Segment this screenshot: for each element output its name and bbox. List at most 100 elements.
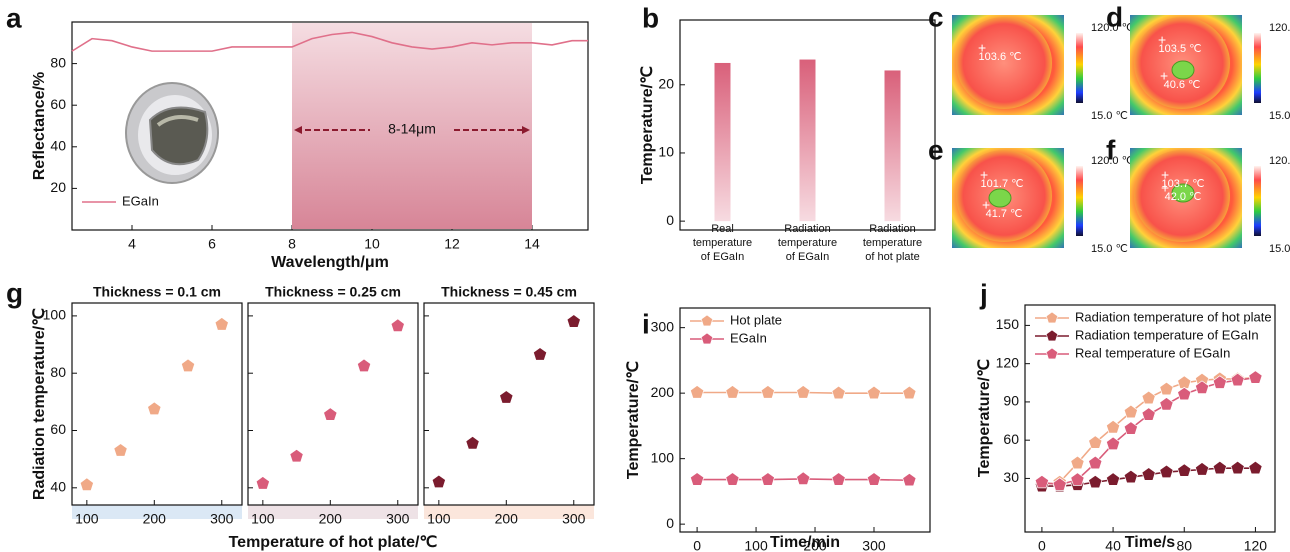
marker [1194,380,1210,394]
y-tick-label: 80 [50,54,66,70]
marker [1177,375,1192,389]
marker [431,474,446,489]
marker [1070,455,1085,470]
y-tick-label: 300 [651,318,675,334]
crosshair: + [980,167,988,183]
x-tick-label: 12 [444,236,460,252]
legend-label: Real temperature of EGaIn [1075,345,1230,360]
x-tick-label: 300 [210,511,234,527]
x-tick-label: 200 [495,511,519,527]
x-tick-label: 300 [862,538,886,552]
plot-frame [71,21,589,231]
arrow-head [294,126,302,134]
facet-title: Thickness = 0.45 cm [441,284,577,300]
y-tick-label: 100 [651,449,675,465]
x-tick-label-box: Real temperature of EGaIn [693,223,752,263]
arrow-head [522,126,530,134]
marker [1248,460,1263,475]
marker [1248,370,1263,384]
x-tick-label: 200 [803,538,827,552]
legend-marker [1045,311,1059,324]
y-tick-label: 100 [43,307,67,323]
marker [113,443,128,457]
x-tick-label: 100 [427,511,451,527]
marker [1159,397,1174,411]
panel-label: d [1106,1,1123,32]
marker [289,448,304,463]
reading: 42.0 ℃ [1165,191,1202,203]
marker [689,472,705,486]
x-tick-label: 14 [524,236,540,252]
colorbar-max: 120.0 ℃ [1269,22,1290,34]
colorbar [1254,33,1261,103]
colorbar [1254,166,1261,236]
band-label: 8-14μm [388,121,436,137]
plot-frame [247,302,419,506]
marker [1212,460,1227,475]
y-tick-label: 200 [651,384,675,400]
crosshair: + [1161,167,1169,183]
legend-marker [700,314,714,327]
marker [1141,467,1156,481]
colorbar-max: 120.0 ℃ [1091,155,1134,167]
panel-label: a [6,2,22,33]
y-axis-label: Temperature/℃ [639,66,656,184]
x-tick-label: 300 [562,511,586,527]
marker [1123,469,1138,484]
egain-spot [1171,60,1195,80]
marker [79,477,94,491]
marker [1230,372,1245,387]
inset-photo [125,82,219,184]
line [71,31,588,52]
x-tick-label: 80 [1176,538,1192,552]
y-tick-label: 0 [666,515,674,531]
facet-strip [248,505,418,519]
legend-label: EGaIn [730,330,767,345]
bar [714,62,731,222]
panel-label: b [642,2,659,33]
marker [760,472,775,486]
reading: 103.6 ℃ [979,51,1022,63]
marker [566,314,581,328]
y-axis-label: Temperature/℃ [625,361,642,479]
panel-label: i [642,308,650,339]
x-tick-label: 200 [143,511,167,527]
marker [902,472,917,487]
marker [255,476,270,490]
marker [1141,407,1156,421]
colorbar [1076,166,1083,236]
marker [866,472,882,486]
x-tick-label: 120 [1244,538,1268,552]
marker [1088,474,1103,489]
egain-spot [988,188,1012,208]
y-tick-label: 60 [50,421,66,437]
marker [532,347,548,361]
band [292,23,532,229]
panel-label: g [6,277,23,308]
y-tick-label: 30 [1003,469,1019,485]
y-axis-label: Temperature/℃ [976,359,993,477]
marker [796,385,811,399]
x-axis-label: Wavelength/μm [271,254,389,271]
x-tick-label: 0 [1038,538,1046,552]
x-tick-label: 8 [288,236,296,252]
x-tick-label: 0 [693,538,701,552]
plots: 20 40 60 80 4 6 8 10 12 14 8-14μm EGaIn a Reflectance… [6,1,1290,552]
x-tick-label: 200 [319,511,343,527]
marker [465,435,480,450]
y-tick-label: 120 [996,354,1020,370]
plot-frame [1024,304,1276,533]
legend-marker [700,332,714,345]
marker [796,471,811,485]
bar [884,70,901,222]
marker [1230,460,1245,475]
marker [1052,477,1067,491]
marker [831,385,846,400]
marker [1141,390,1156,405]
x-tick-label: 300 [386,511,410,527]
marker [1123,404,1138,419]
colorbar-min: 15.0 ℃ [1269,243,1290,255]
marker [1123,421,1138,435]
marker [499,390,514,404]
